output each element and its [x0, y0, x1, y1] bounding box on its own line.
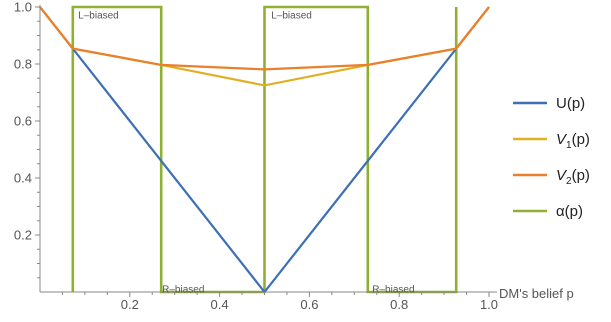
x-tick-label: 0.2 [121, 297, 139, 312]
x-axis-title: DM's belief p [499, 286, 574, 301]
x-tick-label: 0.4 [211, 297, 229, 312]
region-label: R–biased [372, 285, 414, 296]
legend-label-3: α(p) [556, 203, 583, 220]
x-tick-label: 1.0 [480, 297, 498, 312]
region-label: R–biased [162, 285, 204, 296]
legend-label-0: U(p) [556, 95, 585, 112]
x-tick-label: 0.8 [390, 297, 408, 312]
y-tick-label: 0.2 [14, 228, 32, 243]
y-tick-label: 0.4 [14, 171, 32, 186]
region-label: L–biased [78, 10, 119, 21]
legend-label-2: V2(p) [556, 167, 590, 187]
y-tick-label: 0.6 [14, 114, 32, 129]
legend-label-1: V1(p) [556, 131, 590, 151]
series-line-2 [39, 6, 490, 71]
y-tick-label: 1.0 [14, 0, 32, 15]
y-tick-label: 0.8 [14, 57, 32, 72]
series-line-3 [71, 5, 458, 294]
x-tick-label: 0.6 [300, 297, 318, 312]
region-label: L–biased [271, 10, 312, 21]
